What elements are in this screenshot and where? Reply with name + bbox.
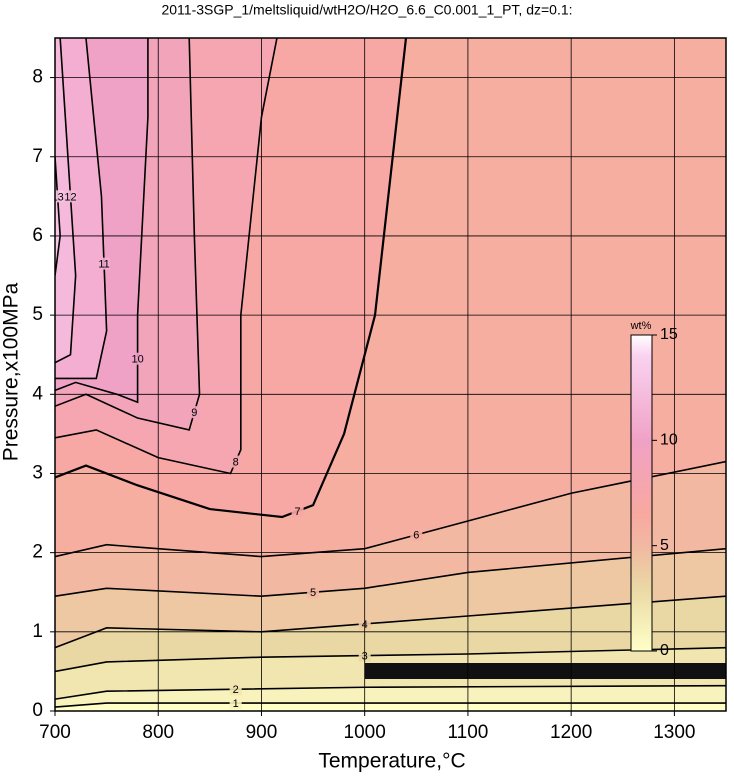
contour-label-bg [188, 406, 201, 419]
contour-label-bg [98, 257, 111, 270]
colorbar-tick-label: 0 [660, 642, 669, 659]
contour-fill [55, 38, 61, 276]
contour-label-bg [64, 190, 77, 203]
contour-label-bg [291, 505, 304, 518]
colorbar-tick-label: 15 [660, 326, 678, 343]
y-tick-label: 0 [32, 700, 43, 721]
x-tick-label: 1300 [653, 722, 695, 743]
y-tick-label: 1 [32, 621, 43, 642]
contour-label: 12 [64, 191, 76, 203]
x-tick-label: 900 [246, 722, 278, 743]
contour-label: 10 [131, 354, 143, 366]
contour-label: 11 [98, 259, 109, 271]
y-tick-label: 8 [32, 67, 43, 88]
x-tick-label: 1000 [344, 722, 386, 743]
contour-label: 8 [233, 457, 239, 469]
dense-contour-band [365, 663, 726, 679]
contour-label-bg [229, 697, 242, 710]
contour-label: 7 [295, 506, 301, 518]
x-tick-label: 1100 [447, 722, 488, 743]
contour-label: 1 [233, 698, 239, 710]
y-tick-label: 5 [32, 304, 43, 325]
contour-label: 6 [413, 530, 419, 542]
chart-title: 2011-3SGP_1/meltsliquid/wtH2O/H2O_6.6_C0… [161, 2, 572, 18]
colorbar-tick-label: 5 [660, 537, 669, 554]
x-tick-label: 800 [142, 722, 174, 743]
contour-label: 9 [191, 407, 197, 419]
contour-label-bg [229, 455, 242, 468]
contour-label-bg [307, 586, 320, 599]
contour-line [55, 38, 108, 380]
y-tick-label: 4 [32, 383, 43, 404]
plot-frame [54, 37, 727, 712]
x-axis-label: Temperature,°C [318, 750, 465, 773]
y-tick-label: 3 [32, 462, 43, 483]
contour-line [55, 38, 149, 404]
contour-label: 2 [233, 684, 239, 696]
colorbar-label: wt% [630, 320, 652, 332]
y-tick-label: 7 [32, 146, 43, 167]
colorbar [630, 334, 653, 652]
plot-area: 12345678910111213 [51, 38, 726, 711]
contour-line [55, 38, 77, 364]
contour-label-bg [410, 528, 423, 541]
contour-label-bg [229, 683, 242, 696]
y-tick-label: 2 [32, 542, 43, 563]
x-tick-label: 1200 [550, 722, 592, 743]
contour-label-bg [55, 190, 64, 203]
contour-label: 13 [51, 191, 63, 203]
contour-label-bg [131, 352, 144, 365]
x-tick-label: 700 [39, 722, 71, 743]
y-axis-label: Pressure,x100MPa [0, 282, 23, 461]
colorbar-tick-label: 10 [660, 432, 678, 449]
contour-label: 5 [310, 587, 316, 599]
y-tick-label: 6 [32, 225, 43, 246]
